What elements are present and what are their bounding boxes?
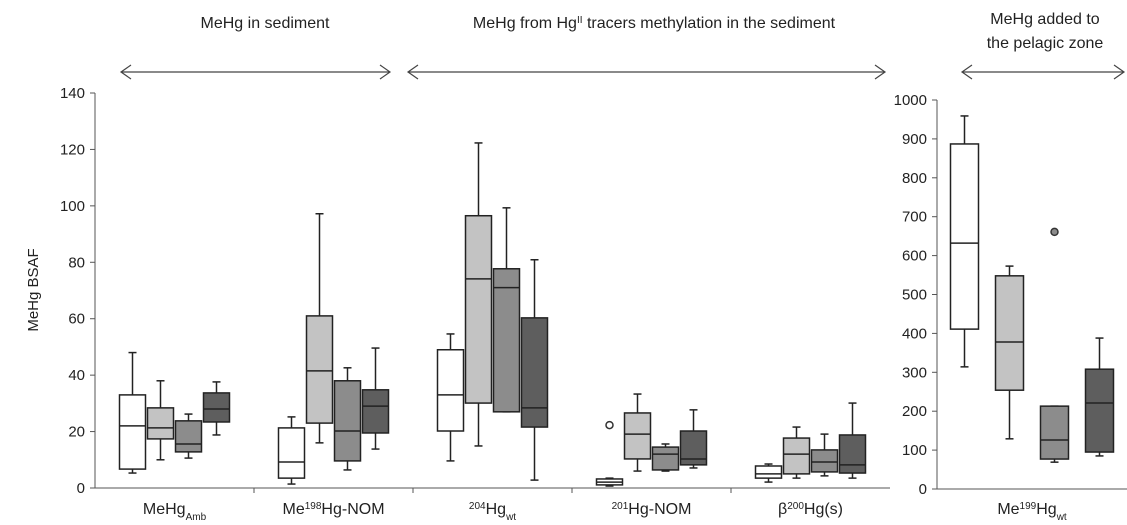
box bbox=[1039, 405, 1070, 460]
annotation-part: MeHg added to bbox=[990, 11, 1100, 28]
annotation-part: II bbox=[577, 15, 583, 26]
annotation: MeHg from HgII tracers methylation in th… bbox=[473, 15, 836, 33]
x-tick-label-part: Hg(s) bbox=[804, 501, 843, 518]
x-tick-label: 201Hg-NOM bbox=[612, 501, 692, 519]
x-tick-label-part: Amb bbox=[186, 512, 207, 523]
y-tick-label: 140 bbox=[60, 85, 85, 102]
x-tick-label-part: Hg-NOM bbox=[628, 501, 691, 518]
y-tick-label: 600 bbox=[902, 248, 927, 265]
annotation: MeHg added to bbox=[990, 11, 1100, 28]
box bbox=[277, 427, 306, 479]
range-arrow bbox=[119, 64, 392, 80]
x-tick-label-part: 204 bbox=[469, 501, 486, 512]
box bbox=[333, 380, 362, 462]
x-tick-label-part: wt bbox=[505, 512, 516, 523]
x-tick-label: Me198Hg-NOM bbox=[282, 501, 384, 519]
y-tick-label: 1000 bbox=[894, 92, 927, 109]
x-tick-label-part: 198 bbox=[305, 501, 322, 512]
y-tick-label: 700 bbox=[902, 209, 927, 226]
y-tick-label: 40 bbox=[68, 367, 85, 384]
x-tick-label: β200Hg(s) bbox=[778, 501, 843, 519]
box bbox=[651, 446, 680, 471]
annotation-part: the pelagic zone bbox=[987, 35, 1104, 52]
x-tick-label: 204Hgwt bbox=[469, 501, 516, 523]
y-tick-label: 100 bbox=[902, 442, 927, 459]
x-tick-label-part: Hg bbox=[486, 501, 506, 518]
y-tick-label: 100 bbox=[60, 198, 85, 215]
box bbox=[118, 394, 147, 470]
y-tick-label: 0 bbox=[77, 480, 85, 497]
y-tick-label: 400 bbox=[902, 325, 927, 342]
range-arrow bbox=[960, 64, 1126, 80]
x-tick-label-part: Hg bbox=[1036, 501, 1056, 518]
x-tick-label-part: β bbox=[778, 501, 787, 518]
y-tick-label: 800 bbox=[902, 170, 927, 187]
outlier bbox=[1050, 227, 1059, 237]
y-tick-label: 20 bbox=[68, 424, 85, 441]
y-axis-label: MeHg BSAF bbox=[25, 248, 42, 331]
x-tick-label: MeHgAmb bbox=[143, 501, 207, 523]
outlier bbox=[605, 420, 614, 430]
y-tick-label: 300 bbox=[902, 364, 927, 381]
box bbox=[361, 389, 390, 434]
range-arrow bbox=[406, 64, 887, 80]
box bbox=[623, 412, 652, 460]
y-tick-label: 60 bbox=[68, 311, 85, 328]
y-tick-label: 500 bbox=[902, 287, 927, 304]
y-tick-label: 80 bbox=[68, 254, 85, 271]
annotation-part: tracers methylation in the sediment bbox=[583, 15, 836, 32]
arrows bbox=[119, 64, 1126, 80]
box bbox=[994, 275, 1025, 391]
annotation-part: MeHg in sediment bbox=[201, 15, 331, 32]
annotation: MeHg in sediment bbox=[201, 15, 331, 32]
x-tick-label-part: wt bbox=[1056, 512, 1067, 523]
box bbox=[464, 214, 493, 404]
y-tick-label: 0 bbox=[919, 481, 927, 498]
x-tick-label-part: Me bbox=[282, 501, 304, 518]
box bbox=[305, 315, 334, 424]
box bbox=[146, 407, 175, 440]
box bbox=[520, 317, 549, 428]
box bbox=[202, 392, 231, 423]
x-tick-label: Me199Hgwt bbox=[997, 501, 1067, 523]
box bbox=[1084, 368, 1115, 453]
annotation: the pelagic zone bbox=[987, 35, 1104, 52]
x-tick-label-part: 201 bbox=[612, 501, 629, 512]
x-tick-label-part: MeHg bbox=[143, 501, 186, 518]
box bbox=[754, 465, 783, 479]
box bbox=[436, 349, 465, 432]
x-tick-label-part: 199 bbox=[1020, 501, 1037, 512]
box bbox=[810, 449, 839, 473]
box bbox=[174, 420, 203, 453]
box bbox=[782, 437, 811, 475]
x-tick-label-part: 200 bbox=[787, 501, 804, 512]
x-tick-label-part: Me bbox=[997, 501, 1019, 518]
box bbox=[949, 143, 980, 330]
box bbox=[679, 430, 708, 466]
box bbox=[838, 434, 867, 474]
box bbox=[492, 268, 521, 413]
x-tick-label-part: Hg-NOM bbox=[321, 501, 384, 518]
annotation-part: MeHg from Hg bbox=[473, 15, 577, 32]
y-tick-label: 200 bbox=[902, 403, 927, 420]
y-tick-label: 120 bbox=[60, 141, 85, 158]
y-tick-label: 900 bbox=[902, 131, 927, 148]
